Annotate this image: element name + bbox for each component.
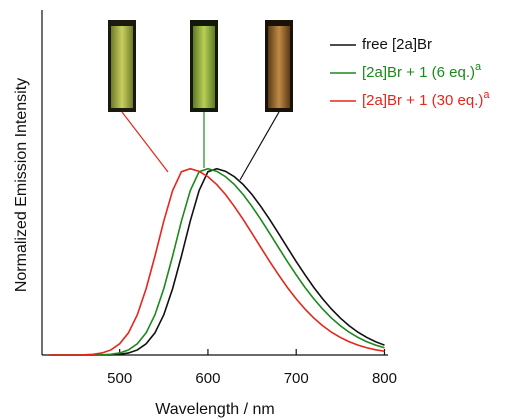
x-tick-label: 600 — [195, 370, 220, 387]
legend-name: free [2a]Br — [362, 36, 432, 53]
x-tick-label: 800 — [372, 370, 397, 387]
vial-photos — [108, 20, 293, 181]
x-axis-label: Wavelength / nm — [155, 401, 274, 418]
pointer — [239, 111, 280, 181]
legend-label: [2a]Br + 1 (30 eq.)a — [362, 89, 490, 109]
vial — [268, 26, 290, 108]
spectrum-line — [49, 167, 385, 356]
legend-note: a — [475, 61, 482, 73]
spectrum-line — [49, 167, 385, 356]
vial — [193, 26, 215, 108]
pointer — [121, 111, 169, 173]
x-tick-label: 700 — [284, 370, 309, 387]
legend-note: a — [483, 89, 490, 101]
legend-name: [2a]Br + 1 (6 eq.) — [362, 64, 475, 81]
spectrum-line — [49, 167, 385, 356]
legend-label: [2a]Br + 1 (6 eq.)a — [362, 61, 482, 81]
vial — [111, 26, 133, 108]
legend-name: [2a]Br + 1 (30 eq.) — [362, 92, 483, 109]
legend-label: free [2a]Br — [362, 36, 432, 53]
y-axis-label: Normalized Emission Intensity — [13, 78, 30, 292]
x-tick-label: 500 — [107, 370, 132, 387]
